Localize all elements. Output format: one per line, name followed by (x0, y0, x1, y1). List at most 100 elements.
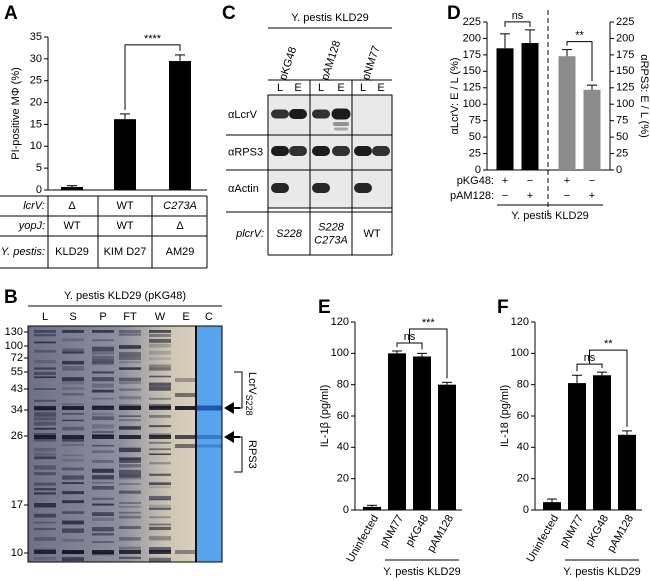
y-tick-label: 200 (463, 32, 481, 44)
y-tick-label: 60 (517, 410, 529, 422)
gel-band (119, 464, 141, 468)
gel-band (62, 403, 84, 406)
gel-title: Y. pestis KLD29 (pKG48) (64, 290, 186, 302)
y-tick-label: 125 (463, 82, 481, 94)
y2-tick-label: 50 (616, 131, 628, 143)
gel-band (149, 523, 171, 526)
bar (618, 434, 636, 510)
allele-row-label: plcrV: (235, 228, 264, 240)
gel-band (62, 369, 84, 372)
bar (438, 384, 456, 510)
gel-band (34, 421, 56, 426)
gel-band (119, 415, 141, 417)
gel-band (34, 412, 56, 417)
gel-band (119, 352, 141, 357)
table-cell: − (589, 175, 595, 187)
gel-band (92, 481, 114, 484)
gel-band (62, 426, 84, 431)
bar (558, 56, 576, 170)
gel-band (62, 459, 84, 462)
error-bar (120, 113, 130, 120)
gel-band (175, 550, 197, 554)
gel-band (119, 556, 141, 560)
gel-band (92, 389, 114, 393)
gel-band (92, 435, 114, 439)
error-bar (587, 84, 597, 90)
bar (521, 43, 539, 170)
gel-band (92, 533, 114, 536)
y2-tick-label: 150 (616, 65, 634, 77)
gel-band (34, 548, 56, 551)
gel-band (175, 393, 197, 397)
allele-label: C273A (314, 234, 348, 246)
significance-label: ** (575, 30, 584, 42)
gel-band (62, 406, 84, 410)
panel-letter: A (4, 3, 18, 24)
gel-band (149, 516, 171, 519)
antibody-label: αRPS3 (228, 146, 263, 158)
x-tick-label: KLD29 (55, 246, 89, 258)
gel-band (92, 527, 114, 532)
gel-band (92, 330, 114, 333)
gel-band (34, 456, 56, 460)
gel-band (175, 444, 197, 448)
blot-band (271, 109, 289, 119)
gel-band (149, 375, 171, 378)
gel-band (149, 386, 171, 391)
gel-band (92, 450, 114, 453)
gel-band (34, 550, 56, 554)
gel-band (119, 515, 141, 519)
group-label: Y. pestis KLD29 (383, 566, 460, 578)
gel-band (119, 419, 141, 422)
gel-band (34, 452, 56, 456)
gel-band (149, 495, 171, 501)
gel-band (34, 438, 56, 442)
gel-band (92, 517, 114, 521)
table-row-label: pKG48: (457, 175, 494, 187)
gel-band (34, 537, 56, 541)
marker-label: 72 (11, 352, 23, 364)
gel-band (62, 520, 84, 525)
gel-band (119, 361, 141, 364)
y-tick-label: 0 (343, 504, 349, 516)
lane-label: L (318, 82, 324, 94)
marker-label: 10 (11, 547, 23, 559)
bar (496, 48, 514, 170)
marker-label: 130 (5, 326, 23, 338)
gel-band (149, 550, 171, 554)
gel-band (62, 511, 84, 514)
allele-label: S228 (318, 221, 345, 233)
blot-band (354, 183, 372, 193)
gel-band (149, 382, 171, 387)
table-cell: WT (116, 200, 133, 212)
plasmid-label: pAM128 (319, 39, 343, 82)
lane-label: E (337, 82, 344, 94)
y-tick-label: 40 (517, 441, 529, 453)
gel-band (34, 417, 56, 421)
gel-band (62, 482, 84, 485)
gel-band (119, 483, 141, 485)
y2-tick-label: 100 (616, 98, 634, 110)
marker-label: 43 (11, 383, 23, 395)
x-tick-label: Uninfected (524, 513, 561, 565)
y-tick-label: 100 (511, 347, 529, 359)
blot-band (372, 146, 390, 156)
gel-band (119, 388, 141, 391)
error-bar (500, 33, 510, 49)
band-bracket (234, 371, 243, 409)
gel-band (92, 460, 114, 463)
gel-band (119, 333, 141, 336)
y-tick-label: 175 (463, 49, 481, 61)
gel-band (34, 334, 56, 337)
gel-band (149, 330, 171, 333)
significance-bracket (396, 342, 423, 350)
gel-band (149, 507, 171, 511)
gel-band (149, 357, 171, 360)
gel-band (119, 469, 141, 475)
y-tick-label: 20 (517, 473, 529, 485)
y2-tick-label: 200 (616, 32, 634, 44)
y-tick-label: 0 (523, 504, 529, 516)
blot-band (332, 146, 350, 156)
gel-band (62, 365, 84, 370)
y-tick-label: 50 (469, 131, 481, 143)
